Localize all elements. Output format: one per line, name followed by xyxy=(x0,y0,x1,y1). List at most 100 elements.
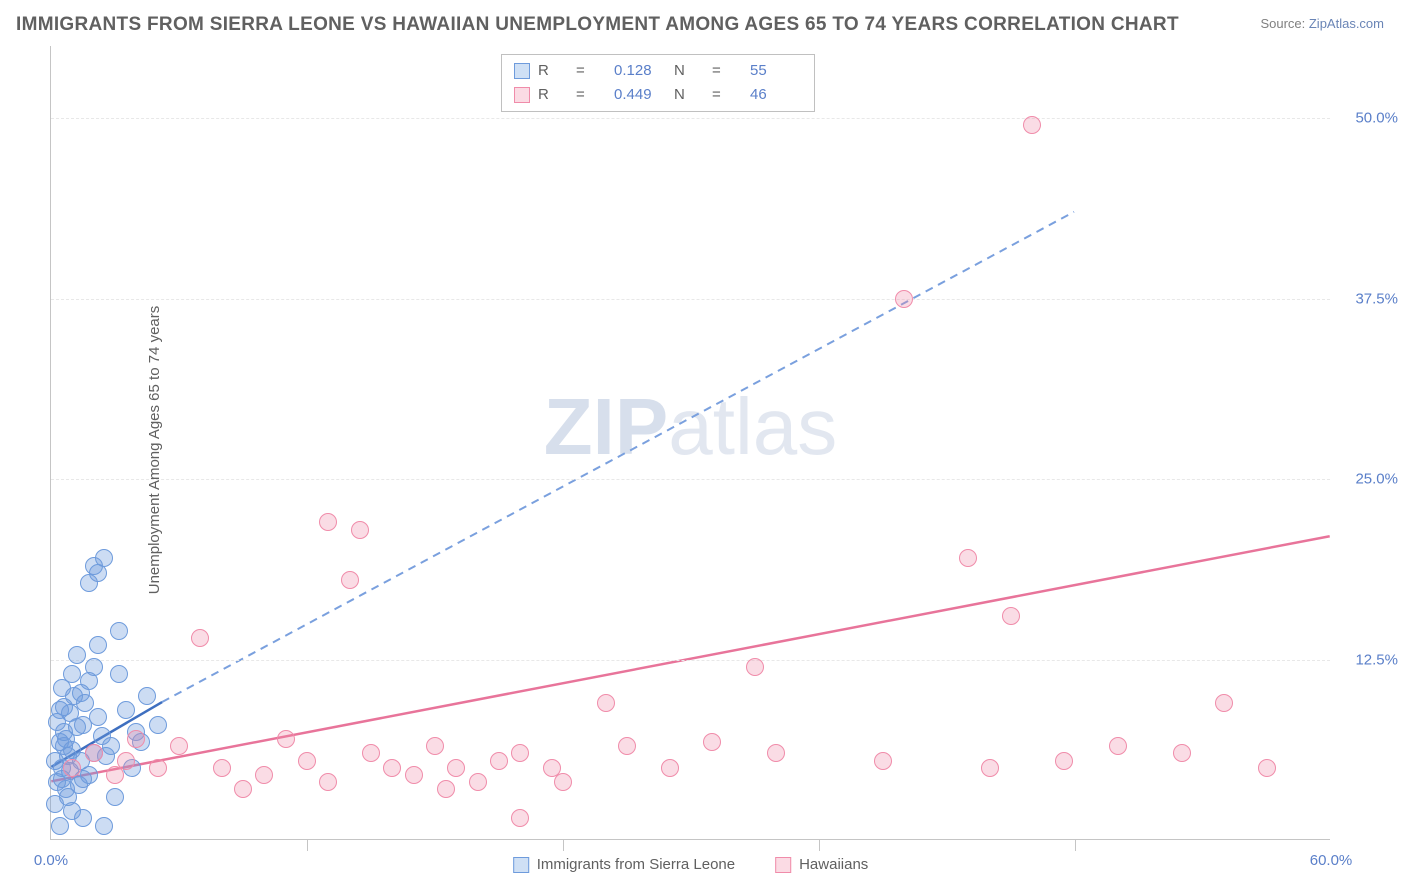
r-label: R xyxy=(538,59,568,83)
scatter-point xyxy=(405,766,423,784)
scatter-point xyxy=(102,737,120,755)
n-value: 46 xyxy=(750,83,802,107)
scatter-point xyxy=(319,513,337,531)
correlation-stats-box: R = 0.128 N = 55 R = 0.449 N = 46 xyxy=(501,54,815,112)
scatter-point xyxy=(874,752,892,770)
scatter-point xyxy=(1055,752,1073,770)
scatter-point xyxy=(1258,759,1276,777)
chart-container: IMMIGRANTS FROM SIERRA LEONE VS HAWAIIAN… xyxy=(0,0,1406,892)
scatter-point xyxy=(89,708,107,726)
chart-title: IMMIGRANTS FROM SIERRA LEONE VS HAWAIIAN… xyxy=(16,14,1179,36)
scatter-point xyxy=(191,629,209,647)
series-swatch xyxy=(514,87,530,103)
x-tick-mark xyxy=(819,839,820,851)
scatter-point xyxy=(511,744,529,762)
scatter-point xyxy=(51,701,69,719)
scatter-point xyxy=(351,521,369,539)
n-label: N xyxy=(674,59,704,83)
scatter-point xyxy=(341,571,359,589)
scatter-point xyxy=(213,759,231,777)
scatter-point xyxy=(895,290,913,308)
equals-sign: = xyxy=(576,59,606,83)
y-tick-label: 37.5% xyxy=(1355,290,1398,307)
scatter-point xyxy=(85,744,103,762)
scatter-point xyxy=(117,701,135,719)
legend-swatch xyxy=(775,857,791,873)
x-tick-mark xyxy=(1075,839,1076,851)
scatter-point xyxy=(138,687,156,705)
gridline-horizontal xyxy=(51,299,1330,300)
scatter-point xyxy=(68,646,86,664)
scatter-point xyxy=(447,759,465,777)
scatter-point xyxy=(277,730,295,748)
scatter-point xyxy=(383,759,401,777)
gridline-horizontal xyxy=(51,479,1330,480)
x-tick-label: 60.0% xyxy=(1310,852,1353,869)
source-value: ZipAtlas.com xyxy=(1309,16,1384,31)
scatter-point xyxy=(767,744,785,762)
r-label: R xyxy=(538,83,568,107)
legend-label: Hawaiians xyxy=(799,856,868,873)
series-swatch xyxy=(514,63,530,79)
legend-swatch xyxy=(513,857,529,873)
scatter-point xyxy=(110,622,128,640)
scatter-point xyxy=(1215,694,1233,712)
scatter-point xyxy=(362,744,380,762)
scatter-point xyxy=(234,780,252,798)
scatter-point xyxy=(85,658,103,676)
scatter-point xyxy=(117,752,135,770)
watermark-rest: atlas xyxy=(668,382,837,471)
scatter-point xyxy=(255,766,273,784)
scatter-point xyxy=(1023,116,1041,134)
legend-item: Hawaiians xyxy=(775,856,868,873)
scatter-point xyxy=(63,665,81,683)
legend-label: Immigrants from Sierra Leone xyxy=(537,856,735,873)
plot-area: ZIPatlas R = 0.128 N = 55 R = 0.449 N = … xyxy=(50,46,1330,840)
y-tick-label: 25.0% xyxy=(1355,471,1398,488)
scatter-point xyxy=(554,773,572,791)
scatter-point xyxy=(74,809,92,827)
y-tick-label: 12.5% xyxy=(1355,651,1398,668)
y-tick-label: 50.0% xyxy=(1355,110,1398,127)
x-tick-mark xyxy=(307,839,308,851)
trend-line xyxy=(162,212,1074,702)
scatter-point xyxy=(127,730,145,748)
scatter-point xyxy=(319,773,337,791)
equals-sign: = xyxy=(576,83,606,107)
equals-sign: = xyxy=(712,59,742,83)
watermark-bold: ZIP xyxy=(544,382,668,471)
trend-lines xyxy=(51,46,1330,839)
scatter-point xyxy=(149,716,167,734)
scatter-point xyxy=(298,752,316,770)
gridline-horizontal xyxy=(51,660,1330,661)
scatter-point xyxy=(426,737,444,755)
bottom-legend: Immigrants from Sierra Leone Hawaiians xyxy=(513,856,869,873)
scatter-point xyxy=(106,788,124,806)
source-attribution: Source: ZipAtlas.com xyxy=(1260,16,1384,31)
scatter-point xyxy=(1002,607,1020,625)
x-tick-mark xyxy=(563,839,564,851)
gridline-horizontal xyxy=(51,118,1330,119)
scatter-point xyxy=(55,737,73,755)
scatter-point xyxy=(149,759,167,777)
scatter-point xyxy=(959,549,977,567)
source-label: Source: xyxy=(1260,16,1308,31)
scatter-point xyxy=(981,759,999,777)
stats-row: R = 0.449 N = 46 xyxy=(514,83,802,107)
scatter-point xyxy=(490,752,508,770)
legend-item: Immigrants from Sierra Leone xyxy=(513,856,735,873)
scatter-point xyxy=(65,687,83,705)
x-tick-label: 0.0% xyxy=(34,852,68,869)
scatter-point xyxy=(469,773,487,791)
scatter-point xyxy=(597,694,615,712)
scatter-point xyxy=(57,780,75,798)
r-value: 0.449 xyxy=(614,83,666,107)
scatter-point xyxy=(85,557,103,575)
scatter-point xyxy=(661,759,679,777)
scatter-point xyxy=(95,817,113,835)
watermark: ZIPatlas xyxy=(544,381,837,473)
scatter-point xyxy=(80,574,98,592)
scatter-point xyxy=(89,636,107,654)
equals-sign: = xyxy=(712,83,742,107)
scatter-point xyxy=(63,759,81,777)
